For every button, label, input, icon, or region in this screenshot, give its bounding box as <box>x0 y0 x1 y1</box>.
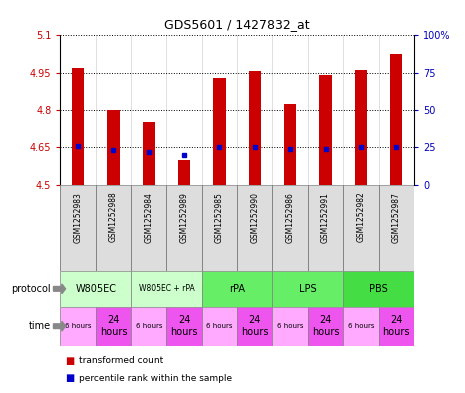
Text: GSM1252989: GSM1252989 <box>179 192 189 242</box>
Bar <box>60 307 96 346</box>
Bar <box>131 271 202 307</box>
Bar <box>272 307 308 346</box>
Text: 6 hours: 6 hours <box>65 323 91 329</box>
Bar <box>272 185 308 271</box>
Text: PBS: PBS <box>369 284 388 294</box>
Text: GSM1252982: GSM1252982 <box>356 192 365 242</box>
Bar <box>213 78 226 185</box>
Text: W805EC + rPA: W805EC + rPA <box>139 285 194 293</box>
Text: time: time <box>29 321 51 331</box>
Bar <box>272 271 343 307</box>
Text: 24
hours: 24 hours <box>100 316 127 337</box>
Bar <box>202 185 237 271</box>
Bar <box>343 271 414 307</box>
Bar <box>308 307 343 346</box>
Bar <box>143 123 155 185</box>
Bar <box>284 104 296 185</box>
Text: ■: ■ <box>65 356 74 366</box>
Bar <box>202 271 272 307</box>
Bar <box>390 54 402 185</box>
Text: LPS: LPS <box>299 284 317 294</box>
Bar <box>178 160 190 185</box>
Bar <box>96 307 131 346</box>
Bar <box>379 307 414 346</box>
Bar <box>249 72 261 185</box>
Text: transformed count: transformed count <box>79 356 163 365</box>
Text: GSM1252991: GSM1252991 <box>321 192 330 242</box>
Text: 6 hours: 6 hours <box>206 323 232 329</box>
Bar <box>131 307 166 346</box>
Bar <box>308 185 343 271</box>
Text: GSM1252988: GSM1252988 <box>109 192 118 242</box>
Bar <box>166 307 202 346</box>
Text: rPA: rPA <box>229 284 245 294</box>
Bar <box>237 307 272 346</box>
Bar <box>355 70 367 185</box>
Text: 6 hours: 6 hours <box>348 323 374 329</box>
Text: GSM1252987: GSM1252987 <box>392 192 401 242</box>
Title: GDS5601 / 1427832_at: GDS5601 / 1427832_at <box>164 18 310 31</box>
Text: protocol: protocol <box>12 284 51 294</box>
Text: 24
hours: 24 hours <box>382 316 410 337</box>
Text: GSM1252986: GSM1252986 <box>286 192 295 242</box>
Text: GSM1252990: GSM1252990 <box>250 192 259 242</box>
Text: ■: ■ <box>65 373 74 383</box>
Text: percentile rank within the sample: percentile rank within the sample <box>79 374 232 383</box>
Text: 24
hours: 24 hours <box>241 316 269 337</box>
Text: 6 hours: 6 hours <box>277 323 303 329</box>
Bar <box>319 75 332 185</box>
Bar <box>237 185 272 271</box>
Bar <box>72 68 84 185</box>
Bar <box>107 110 120 185</box>
Bar <box>202 307 237 346</box>
Text: 6 hours: 6 hours <box>136 323 162 329</box>
Bar <box>379 185 414 271</box>
Bar <box>60 185 96 271</box>
Bar <box>343 307 379 346</box>
Text: 24
hours: 24 hours <box>170 316 198 337</box>
Text: W805EC: W805EC <box>75 284 116 294</box>
Bar <box>343 185 379 271</box>
Text: 24
hours: 24 hours <box>312 316 339 337</box>
Bar <box>60 271 131 307</box>
Text: GSM1252983: GSM1252983 <box>73 192 83 242</box>
Bar <box>131 185 166 271</box>
Bar <box>166 185 202 271</box>
Text: GSM1252985: GSM1252985 <box>215 192 224 242</box>
Bar <box>96 185 131 271</box>
Text: GSM1252984: GSM1252984 <box>144 192 153 242</box>
